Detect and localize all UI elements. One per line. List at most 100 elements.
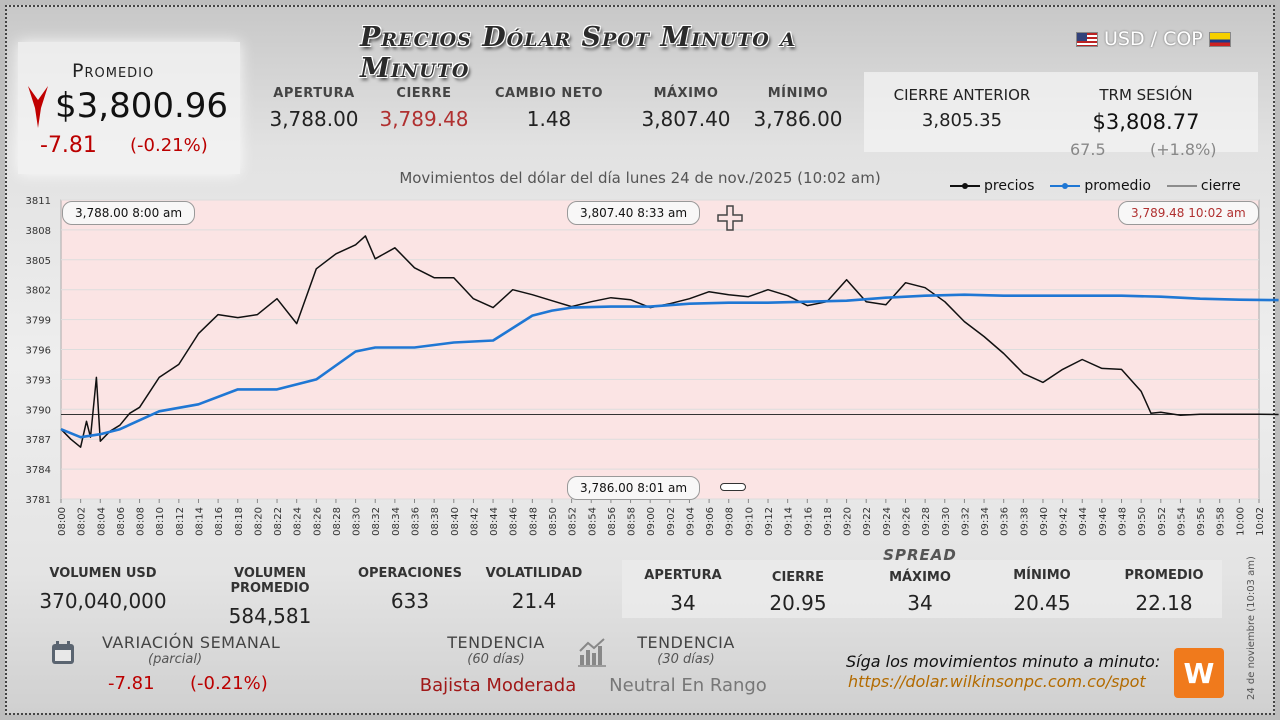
x-tick-label: 08:52 [568, 507, 579, 536]
legend-label: precios [984, 178, 1035, 194]
legend-swatch-cierre [1166, 185, 1197, 187]
stat-label: CIERRE [396, 86, 452, 101]
spread-maximo: MÁXIMO 34 [870, 570, 970, 615]
x-tick-label: 09:08 [725, 507, 736, 536]
spread-stats: APERTURA 34 CIERRE 20.95 MÁXIMO 34 MÍNIM… [622, 568, 1222, 618]
stats-row: APERTURA 3,788.00 CIERRE 3,789.48 CAMBIO… [256, 86, 856, 136]
spread-apertura: APERTURA 34 [632, 568, 734, 615]
y-tick-label: 3781 [26, 495, 51, 506]
stat-value: 3,786.00 [753, 107, 843, 131]
legend-swatch-precios [950, 183, 980, 189]
crosshair-icon[interactable] [716, 204, 744, 232]
open-annotation: 3,788.00 8:00 am [62, 201, 196, 225]
tendencia30-sub: (30 días) [657, 652, 715, 667]
spread-panel [622, 560, 1222, 618]
x-tick-label: 09:34 [980, 507, 991, 536]
side-date: 24 de noviembre (10:03 am) [1246, 556, 1257, 700]
spread-item-value: 20.45 [1013, 591, 1071, 615]
x-tick-label: 09:44 [1078, 507, 1089, 536]
legend-item-promedio: promedio [1050, 178, 1151, 194]
us-flag-icon [1076, 31, 1098, 47]
x-tick-label: 09:36 [1000, 507, 1011, 536]
x-tick-label: 08:10 [155, 507, 166, 536]
x-tick-label: 08:36 [411, 507, 422, 536]
x-tick-label: 10:00 [1235, 507, 1246, 536]
chart-subtitle: Movimientos del dólar del día lunes 24 d… [399, 169, 881, 187]
x-tick-label: 08:58 [627, 507, 638, 536]
stat-label: MÍNIMO [767, 86, 829, 101]
stat-minimo: MÍNIMO 3,786.00 [740, 86, 856, 131]
x-tick-label: 08:24 [293, 507, 304, 536]
x-tick-label: 08:48 [528, 507, 539, 536]
stat-label: VOLUMEN USD [49, 566, 157, 581]
x-tick-label: 08:02 [77, 507, 88, 536]
stat-cierre: CIERRE 3,789.48 [366, 86, 482, 131]
currency-pair: USD / COP [1076, 28, 1231, 50]
x-tick-label: 08:26 [312, 507, 323, 536]
variacion-label: VARIACIÓN SEMANAL [102, 633, 281, 652]
variacion-sub: (parcial) [148, 652, 203, 667]
x-tick-label: 09:48 [1118, 507, 1129, 536]
tendencia60-value: Bajista Moderada [419, 675, 577, 696]
y-tick-label: 3805 [26, 256, 51, 267]
x-tick-label: 08:20 [253, 507, 264, 536]
spread-item-value: 20.95 [769, 591, 827, 615]
x-tick-label: 09:18 [823, 507, 834, 536]
x-tick-label: 08:14 [194, 507, 205, 536]
promedio-panel [18, 42, 240, 174]
tendencia30-label: TENDENCIA [637, 633, 735, 652]
x-tick-label: 09:32 [960, 507, 971, 536]
x-tick-label: 09:58 [1216, 507, 1227, 536]
page-title: Precios Dólar Spot Minuto a Minuto [360, 22, 796, 84]
max-annotation: 3,807.40 8:33 am [567, 201, 701, 225]
trm-value: $3,808.77 [1092, 110, 1200, 134]
promedio-label: Promedio [72, 60, 155, 82]
bar-chart-icon [578, 638, 606, 667]
cierre-anterior: CIERRE ANTERIOR 3,805.35 [884, 86, 1040, 131]
x-tick-label: 08:46 [509, 507, 520, 536]
x-tick-label: 08:38 [430, 507, 441, 536]
scroll-handle[interactable] [720, 483, 746, 491]
tendencia60-label: TENDENCIA [447, 633, 545, 652]
spread-item-label: MÁXIMO [889, 570, 951, 585]
spot-link[interactable]: https://dolar.wilkinsonpc.com.co/spot [848, 672, 1146, 691]
x-tick-label: 09:24 [882, 507, 893, 536]
x-tick-label: 09:02 [666, 507, 677, 536]
y-tick-label: 3808 [26, 226, 51, 237]
trm-sesion: TRM SESIÓN $3,808.77 [1066, 86, 1226, 134]
legend-label: promedio [1084, 178, 1151, 194]
variacion-change-pct: (-0.21%) [190, 673, 268, 694]
x-tick-label: 09:56 [1196, 507, 1207, 536]
spread-item-label: PROMEDIO [1124, 568, 1204, 583]
x-tick-label: 09:40 [1039, 507, 1050, 536]
spread-minimo: MÍNIMO 20.45 [992, 568, 1092, 615]
x-tick-label: 08:50 [548, 507, 559, 536]
x-tick-label: 09:22 [862, 507, 873, 536]
wilkinson-logo[interactable]: W [1174, 648, 1224, 698]
promedio-change-pct: (-0.21%) [130, 135, 208, 156]
x-tick-label: 09:28 [921, 507, 932, 536]
x-tick-label: 08:30 [352, 507, 363, 536]
x-tick-label: 08:18 [234, 507, 245, 536]
down-arrow-icon [28, 86, 48, 128]
x-tick-label: 08:04 [96, 507, 107, 536]
y-tick-label: 3799 [26, 316, 51, 327]
variacion-semanal: VARIACIÓN SEMANAL (parcial) [102, 633, 280, 667]
stat-volatilidad: VOLATILIDAD 21.4 [480, 566, 588, 613]
x-tick-label: 09:06 [705, 507, 716, 536]
x-tick-label: 08:06 [116, 507, 127, 536]
stat-label: VOLUMEN PROMEDIO [230, 566, 310, 596]
x-tick-label: 09:00 [646, 507, 657, 536]
spread-item-value: 22.18 [1135, 591, 1193, 615]
tendencia60-sub: (60 días) [467, 652, 525, 667]
promedio-change: -7.81 [40, 133, 97, 158]
stat-label: APERTURA [273, 86, 355, 101]
y-tick-label: 3811 [26, 196, 51, 207]
y-tick-label: 3784 [26, 465, 51, 476]
x-tick-label: 08:08 [136, 507, 147, 536]
variacion-change: -7.81 [108, 673, 155, 694]
spread-item-label: CIERRE [771, 570, 825, 585]
x-tick-label: 09:42 [1059, 507, 1070, 536]
stat-value: 3,807.40 [641, 107, 731, 131]
close-annotation: 3,789.48 10:02 am [1118, 201, 1259, 225]
